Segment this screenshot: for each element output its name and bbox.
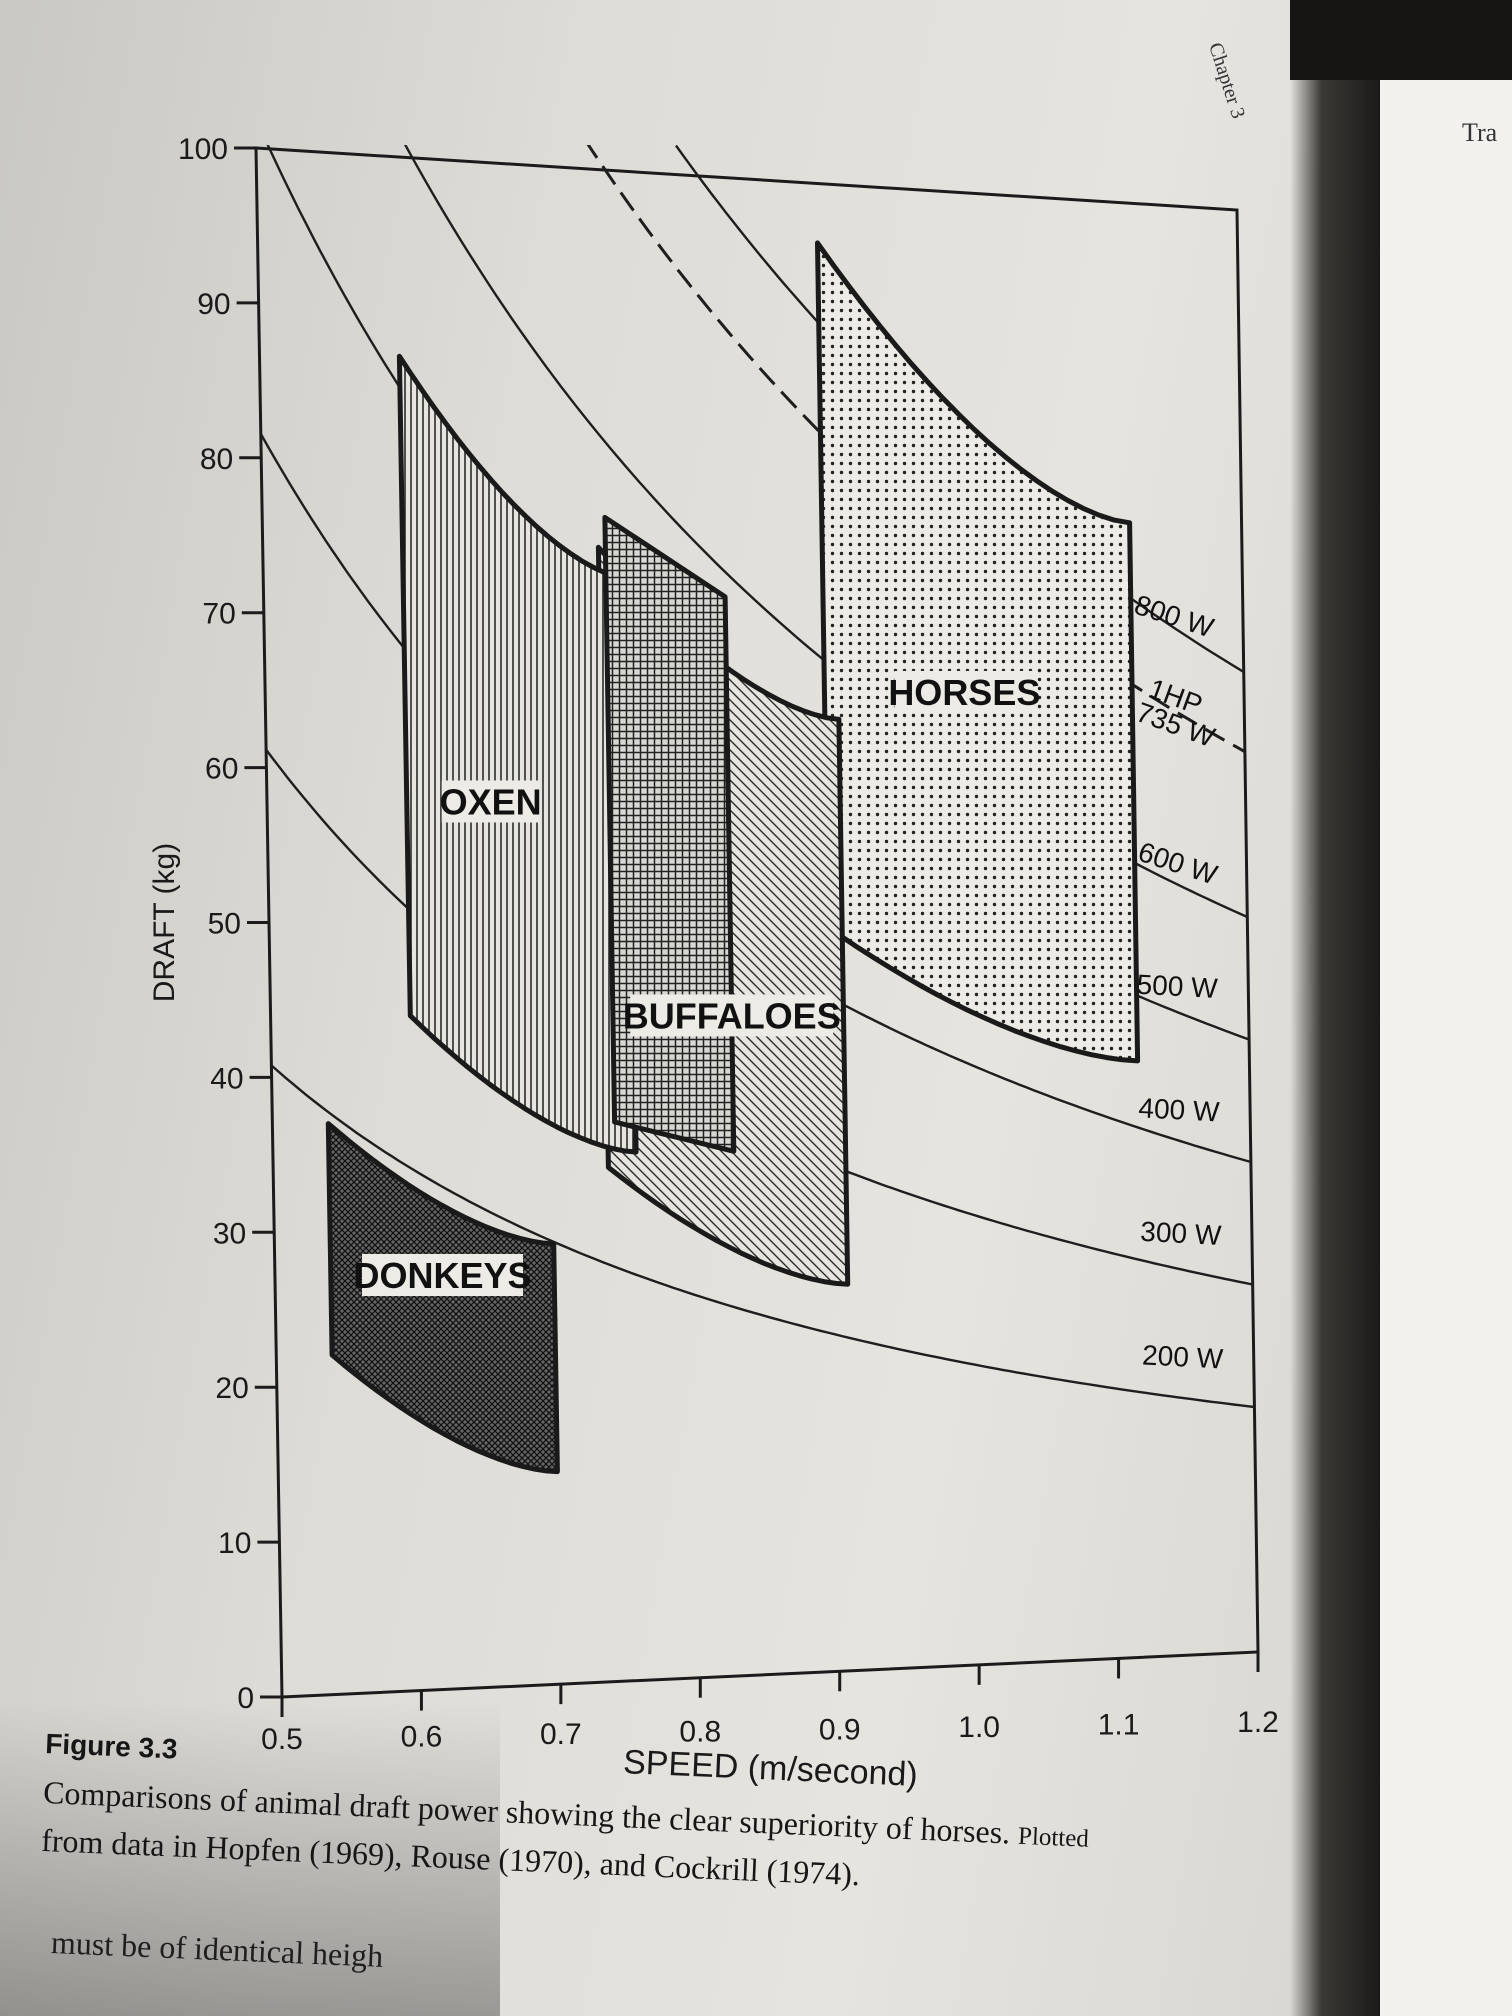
y-tick-label: 40 (210, 1062, 243, 1095)
region-label-oxen: OXEN (440, 781, 542, 822)
curve-label-500: 500 W (1136, 969, 1219, 1004)
power-curve-735 (586, 145, 1246, 754)
x-tick-label: 1.1 (1098, 1708, 1140, 1741)
y-tick-label: 20 (215, 1372, 248, 1405)
y-tick-label: 10 (218, 1527, 251, 1560)
animal-regions: DONKEYS OXEN BUFFALOES HORSES (325, 240, 1141, 1475)
region-label-bg (441, 780, 540, 823)
x-tick-label: 0.9 (819, 1713, 861, 1746)
region-label-donkeys: DONKEYS (354, 1255, 532, 1296)
y-tick-label: 70 (202, 598, 235, 631)
region-label-bg (362, 1254, 524, 1297)
x-tick-label: 0.6 (401, 1721, 443, 1754)
region-label-bg (630, 994, 834, 1037)
y-tick-label: 90 (197, 288, 230, 321)
curve-label-400: 400 W (1138, 1092, 1221, 1127)
region-overlap-strip (602, 514, 737, 1154)
x-tick-label: 0.5 (261, 1723, 303, 1756)
top-shadow (1290, 0, 1512, 80)
y-tick-label: 80 (200, 443, 233, 476)
caption-end: Plotted (1017, 1822, 1090, 1853)
x-tick-label: 0.7 (540, 1718, 582, 1751)
curve-label-600: 600 W (1134, 836, 1221, 891)
y-tick-label: 60 (205, 753, 238, 786)
y-tick-label: 0 (237, 1682, 254, 1715)
plot-frame (254, 146, 1260, 1699)
curve-label-200: 200 W (1141, 1339, 1224, 1374)
x-tick-label: 1.0 (958, 1711, 1000, 1744)
region-donkeys (325, 1121, 560, 1475)
y-tick-label: 30 (213, 1217, 246, 1250)
curve-label-300: 300 W (1140, 1216, 1223, 1251)
y-axis: 0 10 20 30 40 50 60 70 80 90 100 DRAFT (kg) (148, 133, 282, 1715)
region-label-horses: HORSES (888, 672, 1040, 713)
region-label-bg (894, 670, 1035, 713)
y-tick-label: 100 (178, 133, 228, 166)
x-tick-label: 0.8 (679, 1716, 721, 1749)
power-curve-200 (270, 1064, 1255, 1409)
facing-page-text: Tra (1462, 118, 1498, 147)
region-horses (815, 240, 1141, 1064)
x-tick-label: 1.2 (1237, 1706, 1279, 1739)
y-axis-label: DRAFT (kg) (148, 843, 181, 1002)
region-oxen (396, 353, 639, 1155)
page-gutter (1290, 0, 1380, 2016)
curve-label-800: 800 W (1131, 589, 1218, 644)
y-tick-label: 50 (208, 908, 241, 941)
region-label-buffaloes: BUFFALOES (623, 995, 841, 1036)
